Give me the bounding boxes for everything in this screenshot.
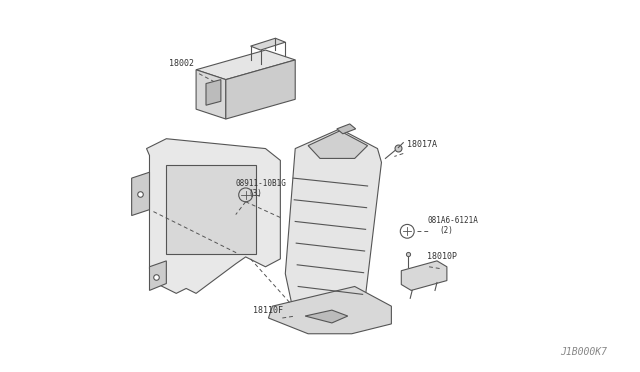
- Text: 18110F: 18110F: [253, 306, 283, 315]
- Polygon shape: [401, 261, 447, 291]
- Text: (2): (2): [439, 226, 453, 235]
- Polygon shape: [206, 80, 221, 105]
- Polygon shape: [308, 131, 367, 158]
- Polygon shape: [268, 286, 392, 334]
- Polygon shape: [196, 50, 295, 80]
- Polygon shape: [132, 172, 150, 215]
- Text: J1B000K7: J1B000K7: [560, 347, 607, 357]
- Polygon shape: [285, 129, 381, 320]
- Text: (3): (3): [248, 189, 262, 198]
- Text: 18010P: 18010P: [427, 252, 457, 261]
- Polygon shape: [226, 60, 295, 119]
- Polygon shape: [337, 124, 356, 134]
- Polygon shape: [251, 38, 285, 50]
- Polygon shape: [166, 165, 255, 254]
- Text: 18017A: 18017A: [407, 140, 437, 148]
- Polygon shape: [196, 70, 226, 119]
- Text: 18002: 18002: [170, 59, 195, 68]
- Text: 081A6-6121A: 081A6-6121A: [427, 217, 478, 225]
- Polygon shape: [150, 261, 166, 291]
- Text: 08911-10B1G: 08911-10B1G: [236, 179, 287, 188]
- Polygon shape: [305, 310, 348, 323]
- Polygon shape: [147, 139, 280, 294]
